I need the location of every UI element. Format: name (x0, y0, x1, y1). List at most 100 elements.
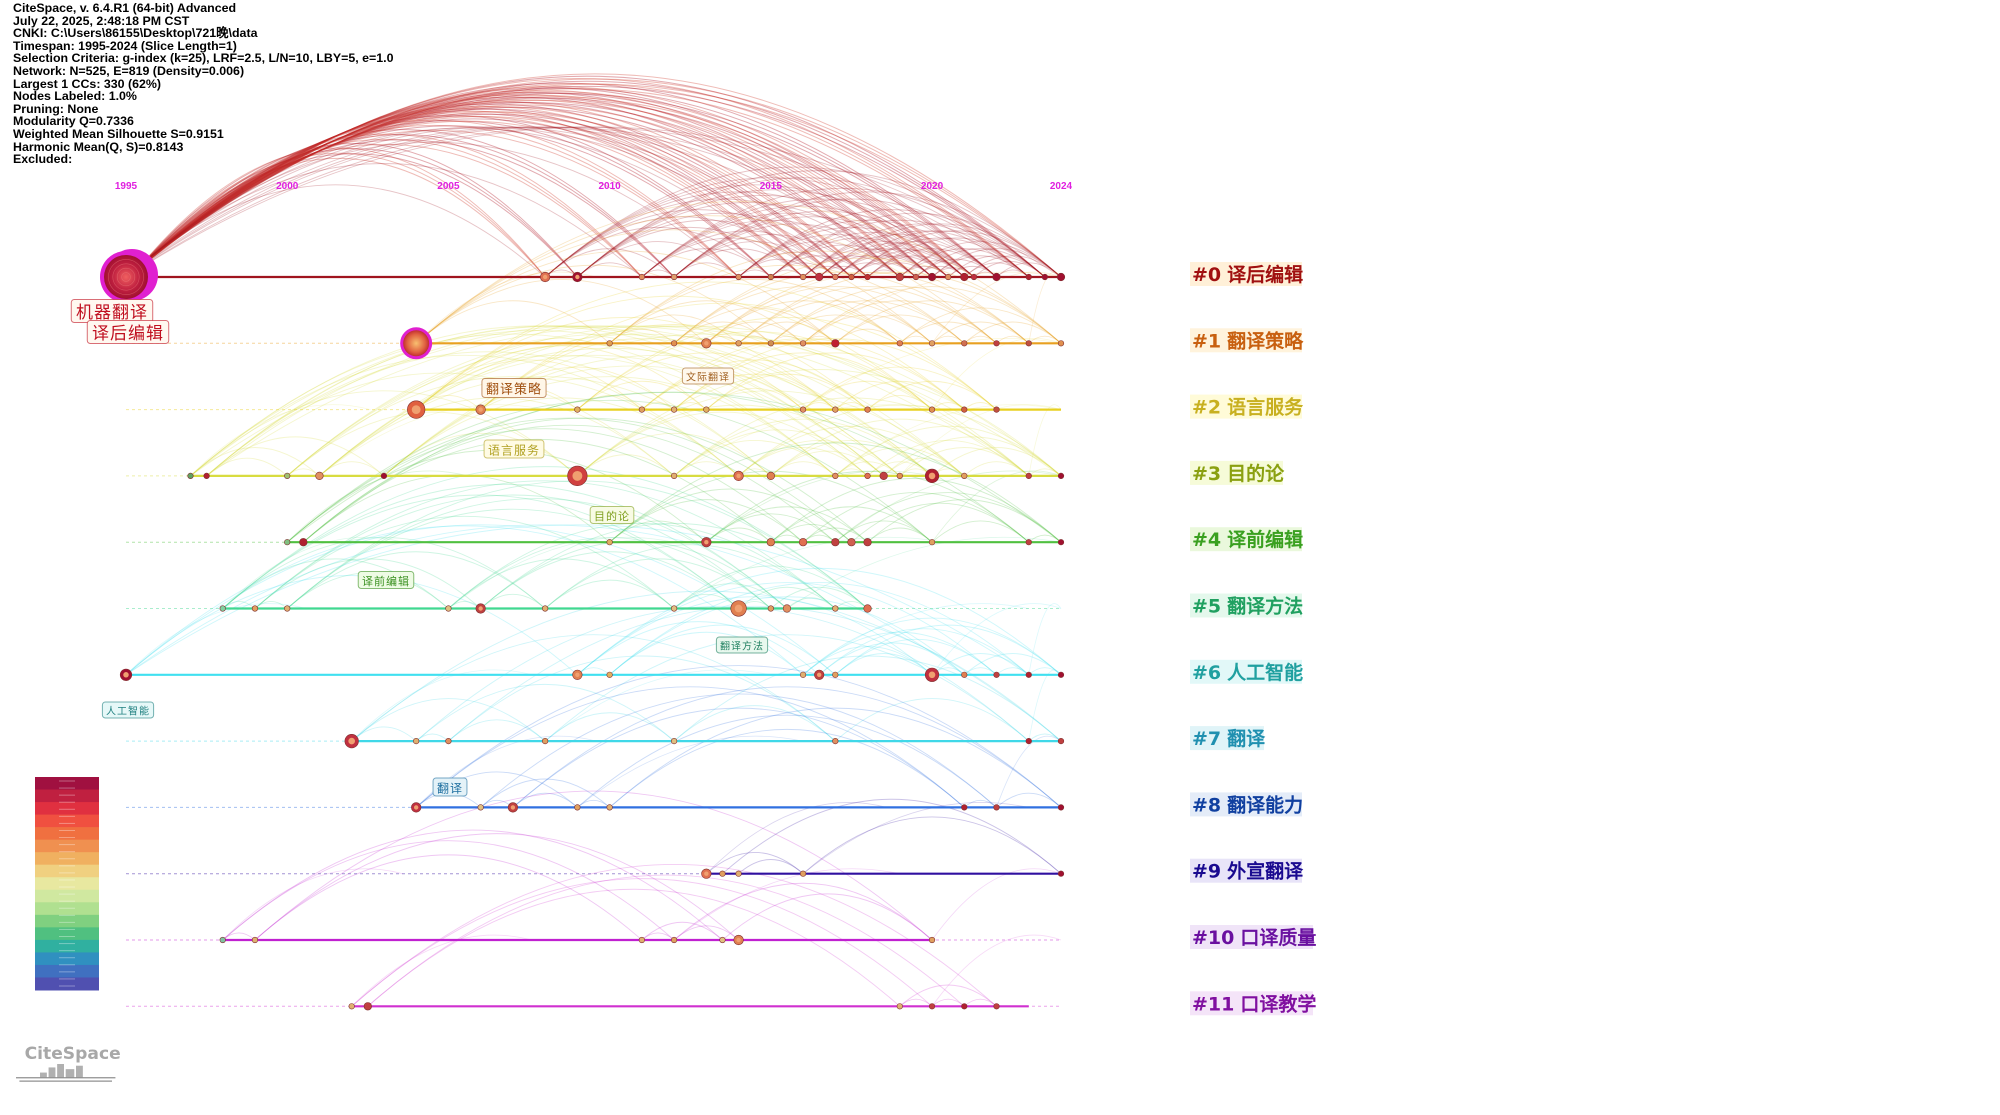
keyword-node[interactable] (574, 804, 581, 811)
keyword-node[interactable] (477, 804, 484, 811)
keyword-node[interactable] (735, 273, 742, 281)
keyword-node[interactable] (945, 273, 952, 281)
cluster-tag[interactable]: #10 口译质量 (1190, 925, 1316, 949)
keyword-node[interactable] (1057, 870, 1065, 877)
keyword-node[interactable] (703, 406, 710, 413)
keyword-node[interactable] (574, 406, 581, 413)
keyword-node[interactable] (928, 1003, 936, 1010)
keyword-node[interactable] (251, 936, 259, 944)
keyword-node[interactable] (767, 340, 774, 347)
keyword-node[interactable] (961, 1003, 968, 1010)
keyword-node[interactable] (832, 273, 839, 281)
keyword-node[interactable] (831, 538, 840, 547)
keyword-node[interactable] (847, 538, 856, 547)
keyword-node[interactable] (799, 340, 807, 347)
keyword-node[interactable] (1025, 671, 1032, 678)
keyword-node[interactable] (928, 539, 936, 546)
keyword-node[interactable] (928, 936, 936, 944)
keyword-node[interactable] (719, 936, 726, 944)
keyword-node[interactable] (799, 273, 807, 281)
keyword-node[interactable] (219, 936, 226, 944)
keyword-node[interactable] (671, 273, 678, 281)
keyword-node[interactable] (671, 936, 678, 944)
keyword-node[interactable] (1025, 472, 1032, 480)
cluster-tag[interactable]: #9 外宣翻译 (1190, 858, 1304, 883)
keyword-node[interactable] (992, 272, 1001, 282)
keyword-node[interactable] (970, 273, 978, 281)
keyword-node[interactable] (1057, 804, 1065, 811)
keyword-node[interactable] (1025, 273, 1032, 281)
keyword-node[interactable] (961, 804, 968, 811)
cluster-tag[interactable]: #11 口译教学 (1190, 991, 1316, 1016)
keyword-node[interactable] (671, 737, 678, 745)
keyword-node[interactable] (879, 471, 888, 481)
keyword-node[interactable] (638, 273, 645, 281)
keyword-node[interactable] (993, 340, 1000, 347)
cluster-tag[interactable]: #5 翻译方法 (1190, 593, 1303, 618)
keyword-node[interactable] (798, 538, 808, 547)
keyword-node[interactable] (542, 737, 549, 745)
cluster-tag[interactable]: #4 译前编辑 (1190, 527, 1303, 552)
keyword-node[interactable] (766, 538, 775, 547)
keyword-node[interactable] (961, 472, 968, 480)
cluster-tag[interactable]: #3 目的论 (1190, 460, 1285, 485)
cluster-tag[interactable]: #0 译后编辑 (1190, 262, 1303, 286)
keyword-node[interactable] (638, 936, 645, 944)
keyword-node[interactable] (1057, 737, 1065, 745)
keyword-node[interactable] (993, 406, 1000, 413)
keyword-node[interactable] (348, 1003, 355, 1010)
keyword-node[interactable] (928, 340, 936, 347)
keyword-node[interactable] (1025, 340, 1032, 347)
keyword-node[interactable] (864, 472, 871, 480)
keyword-node[interactable] (671, 406, 678, 413)
keyword-node[interactable] (767, 605, 774, 612)
keyword-node[interactable] (606, 539, 613, 546)
keyword-node[interactable] (719, 870, 726, 877)
keyword-node[interactable] (413, 737, 420, 745)
keyword-node[interactable] (203, 472, 210, 480)
keyword-node[interactable] (638, 406, 645, 413)
keyword-node[interactable] (363, 1002, 372, 1011)
keyword-node[interactable] (445, 737, 452, 745)
keyword-node[interactable] (766, 471, 775, 481)
keyword-node[interactable] (927, 272, 937, 282)
keyword-node[interactable] (606, 804, 613, 811)
keyword-node[interactable] (606, 671, 613, 678)
keyword-node[interactable] (284, 539, 291, 546)
keyword-node[interactable] (104, 255, 148, 299)
keyword-node[interactable] (863, 538, 872, 547)
keyword-node[interactable] (1025, 539, 1032, 546)
keyword-node[interactable] (832, 671, 839, 678)
keyword-node[interactable] (380, 472, 388, 480)
keyword-node[interactable] (896, 340, 903, 347)
keyword-node[interactable] (403, 330, 430, 357)
keyword-node[interactable] (960, 272, 969, 282)
keyword-node[interactable] (912, 273, 920, 281)
keyword-node[interactable] (896, 1003, 903, 1010)
cluster-tag[interactable]: #2 语言服务 (1190, 394, 1304, 419)
keyword-node[interactable] (284, 472, 291, 480)
keyword-node[interactable] (735, 340, 742, 347)
cluster-tag[interactable]: #7 翻译 (1190, 726, 1266, 751)
cluster-tag[interactable]: #1 翻译策略 (1190, 328, 1304, 353)
keyword-node[interactable] (832, 406, 839, 413)
keyword-node[interactable] (671, 605, 678, 612)
keyword-node[interactable] (284, 605, 291, 612)
keyword-node[interactable] (815, 272, 824, 282)
keyword-node[interactable] (219, 605, 226, 612)
keyword-node[interactable] (993, 804, 1000, 811)
keyword-node[interactable] (961, 340, 968, 347)
keyword-node[interactable] (993, 1003, 1000, 1010)
cluster-tag[interactable]: #8 翻译能力 (1190, 792, 1303, 817)
keyword-node[interactable] (831, 339, 840, 348)
keyword-node[interactable] (445, 605, 452, 612)
keyword-node[interactable] (799, 870, 807, 877)
cluster-tag[interactable]: #6 人工智能 (1190, 659, 1303, 684)
keyword-node[interactable] (251, 605, 259, 612)
keyword-node[interactable] (1056, 272, 1066, 282)
keyword-node[interactable] (961, 671, 968, 678)
keyword-node[interactable] (896, 472, 903, 480)
keyword-node[interactable] (832, 472, 839, 480)
keyword-node[interactable] (895, 272, 904, 282)
keyword-node[interactable] (864, 273, 871, 281)
